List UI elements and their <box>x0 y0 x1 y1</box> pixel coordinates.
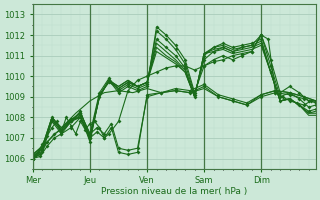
X-axis label: Pression niveau de la mer( hPa ): Pression niveau de la mer( hPa ) <box>101 187 247 196</box>
